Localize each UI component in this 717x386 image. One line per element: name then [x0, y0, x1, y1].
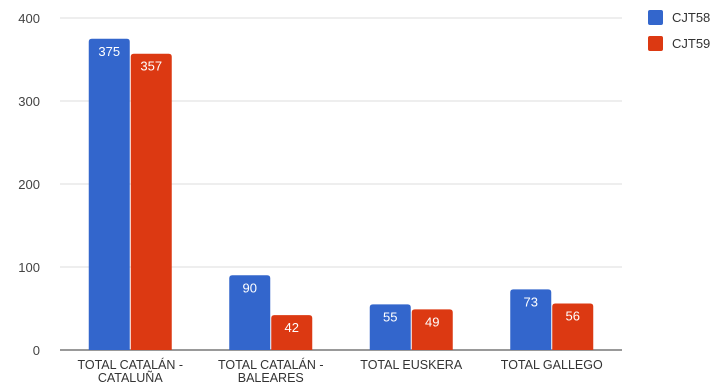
legend[interactable]: CJT58 CJT59 [648, 10, 710, 51]
bar-cjt58-3[interactable] [510, 289, 552, 350]
category-label: TOTAL CATALÁN - [218, 357, 324, 372]
legend-item-cjt58[interactable]: CJT58 [648, 10, 710, 25]
data-label: 357 [140, 59, 162, 74]
y-tick-label: 300 [18, 94, 40, 109]
y-tick-label: 100 [18, 260, 40, 275]
category-label: TOTAL CATALÁN - [77, 357, 183, 372]
data-label: 49 [425, 314, 439, 329]
legend-label: CJT59 [672, 36, 710, 51]
data-labels: 375 357 90 42 55 49 73 56 [98, 44, 580, 335]
y-axis-ticks: 0 100 200 300 400 [18, 11, 40, 358]
bar-cjt59-0[interactable] [130, 53, 172, 350]
legend-swatch [648, 36, 663, 51]
bars [88, 38, 594, 350]
data-label: 375 [98, 44, 120, 59]
y-tick-label: 200 [18, 177, 40, 192]
category-label: CATALUÑA [98, 371, 163, 385]
data-label: 55 [383, 309, 397, 324]
data-label: 42 [285, 320, 299, 335]
legend-label: CJT58 [672, 10, 710, 25]
bar-cjt58-0[interactable] [88, 38, 130, 350]
bar-cjt59-1[interactable] [271, 315, 313, 350]
y-tick-label: 400 [18, 11, 40, 26]
data-label: 73 [524, 294, 538, 309]
y-tick-label: 0 [33, 343, 40, 358]
legend-item-cjt59[interactable]: CJT59 [648, 36, 710, 51]
category-label: TOTAL EUSKERA [360, 358, 463, 372]
bar-cjt59-3[interactable] [552, 303, 594, 350]
category-label: TOTAL GALLEGO [501, 358, 603, 372]
category-label: BALEARES [238, 371, 304, 385]
data-label: 90 [243, 280, 257, 295]
bar-cjt58-1[interactable] [229, 275, 271, 350]
data-label: 56 [566, 309, 580, 324]
bar-cjt59-2[interactable] [411, 309, 453, 350]
bar-cjt58-2[interactable] [369, 304, 411, 350]
legend-swatch [648, 10, 663, 25]
